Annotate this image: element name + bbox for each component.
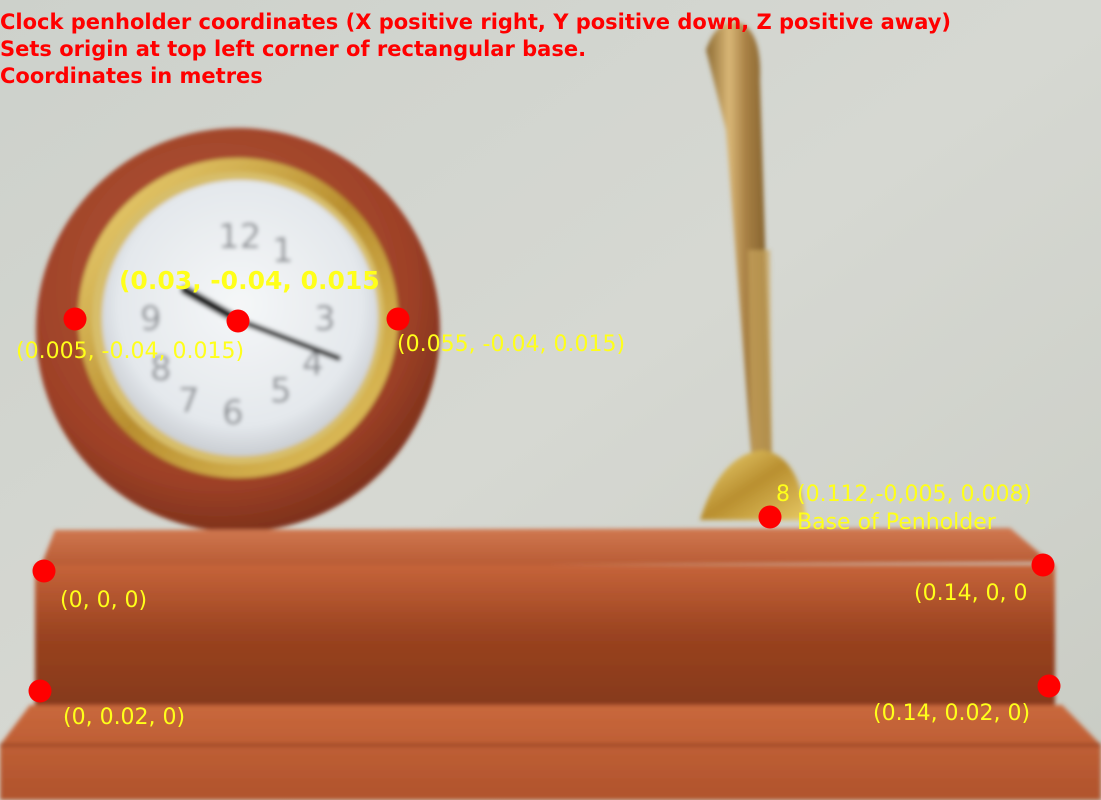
svg-text:5: 5 [270,371,292,411]
label-penholder-base-name: Base of Penholder [797,510,996,535]
marker-top-left [32,559,56,583]
marker-clock-left [63,307,87,331]
label-bottom-left: (0, 0.02, 0) [63,705,186,730]
svg-text:3: 3 [314,299,336,339]
header-text: Clock penholder coordinates (X positive … [0,9,951,90]
marker-penholder-base [758,505,782,529]
svg-text:1: 1 [272,231,294,271]
header-line-1: Clock penholder coordinates (X positive … [0,10,952,34]
label-clock-center: (0.03, -0.04, 0.015 [119,266,380,295]
label-clock-left: (0.005, -0.04, 0.015) [16,339,245,364]
marker-bottom-left [28,679,52,703]
svg-text:7: 7 [178,381,200,421]
marker-top-right [1031,553,1055,577]
svg-text:9: 9 [140,299,162,339]
marker-clock-right [386,307,410,331]
svg-text:12: 12 [218,217,261,257]
header-line-3: Coordinates in metres [0,64,263,88]
svg-text:8: 8 [150,349,172,389]
svg-text:4: 4 [302,344,324,384]
marker-bottom-right [1037,674,1061,698]
label-top-left: (0, 0, 0) [60,588,148,613]
label-bottom-right: (0.14, 0.02, 0) [873,701,1031,726]
label-clock-right: (0.055, -0.04, 0.015) [397,332,626,357]
label-penholder-base-coords: 8 (0.112,-0,005, 0.008) [776,482,1033,507]
header-line-2: Sets origin at top left corner of rectan… [0,37,587,61]
label-top-right: (0.14, 0, 0 [914,581,1028,606]
svg-text:6: 6 [222,393,244,433]
marker-clock-center [226,309,250,333]
